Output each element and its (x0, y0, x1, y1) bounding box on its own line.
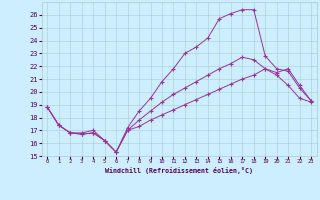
X-axis label: Windchill (Refroidissement éolien,°C): Windchill (Refroidissement éolien,°C) (105, 167, 253, 174)
